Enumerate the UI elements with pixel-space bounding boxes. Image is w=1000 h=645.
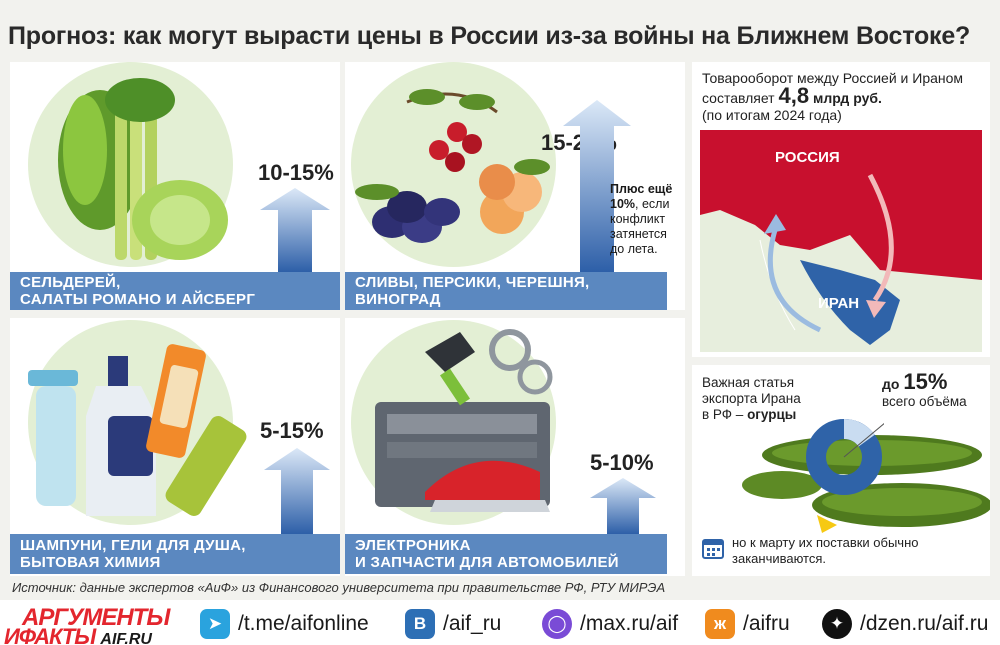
telegram-icon: ➤	[200, 609, 230, 639]
panel-electronics: 5-10% Электроника и запчасти для автомоб…	[345, 318, 685, 576]
export-note: но к марту их поставки обычно заканчиваю…	[732, 535, 919, 566]
trade-map: РОССИЯ ИРАН	[700, 130, 982, 352]
fruits-note: Плюс ещё 10%, если конфликт затянется до…	[610, 182, 673, 256]
trade-text: Товарооборот между Россией и Ираном сост…	[702, 70, 964, 123]
vk-icon: В	[405, 609, 435, 639]
russia-label: РОССИЯ	[775, 149, 840, 166]
calendar-icon	[702, 539, 724, 559]
fruits-illustration	[355, 89, 550, 243]
share-donut	[806, 419, 884, 495]
percent-chemicals: 5-15%	[260, 418, 324, 443]
percent-electronics: 5-10%	[590, 450, 654, 475]
iran-label: ИРАН	[818, 295, 859, 312]
export-panel: Важная статья экспорта Ирана в РФ – огур…	[692, 365, 990, 576]
panel-greens: 10-15% Сельдерей, салаты романо и айсбер…	[10, 62, 340, 310]
up-arrow-greens	[260, 188, 330, 272]
source-note: Источник: данные экспертов «АиФ» из Фина…	[12, 580, 666, 595]
greens-illustration	[58, 78, 228, 260]
aif-logo[interactable]: АРГУМЕНТЫ	[22, 604, 170, 631]
up-arrow-chemicals	[264, 448, 330, 534]
headline: Прогноз: как могут вырасти цены в России…	[8, 22, 971, 50]
panel-chemicals: 5-15% Шампуни, гели для душа, бытовая хи…	[10, 318, 340, 576]
label-chemicals: Шампуни, гели для душа, бытовая химия	[10, 534, 340, 574]
link-vk[interactable]: В /aif_ru	[405, 608, 501, 640]
electronics-illustration	[375, 329, 553, 512]
label-greens: Сельдерей, салаты романо и айсберг	[10, 272, 340, 310]
aif-logo-line2: ИФАКТЫ AIF.RU	[4, 624, 152, 645]
odnoklassniki-icon: ж	[705, 609, 735, 639]
link-telegram[interactable]: ➤ /t.me/aifonline	[200, 608, 369, 640]
trade-panel: Товарооборот между Россией и Ираном сост…	[692, 62, 990, 357]
max-icon: ◯	[542, 609, 572, 639]
label-electronics: Электроника и запчасти для автомобилей	[345, 534, 667, 574]
link-max[interactable]: ◯ /max.ru/aif	[542, 608, 678, 640]
label-fruits: Сливы, персики, черешня, виноград	[345, 272, 667, 310]
up-arrow-fruits	[563, 100, 631, 272]
percent-greens: 10-15%	[258, 160, 334, 185]
dzen-icon: ✦	[822, 609, 852, 639]
export-share: до 15% всего объёма	[882, 369, 967, 410]
up-arrow-electronics	[590, 478, 656, 534]
panel-fruits: 15-20% Плюс ещё 10%, если конфликт затян…	[345, 62, 685, 310]
chemicals-illustration	[28, 344, 247, 516]
link-dzen[interactable]: ✦ /dzen.ru/aif.ru	[822, 608, 988, 640]
link-odnoklassniki[interactable]: ж /aifru	[705, 608, 790, 640]
export-text: Важная статья экспорта Ирана в РФ – огур…	[702, 375, 801, 422]
